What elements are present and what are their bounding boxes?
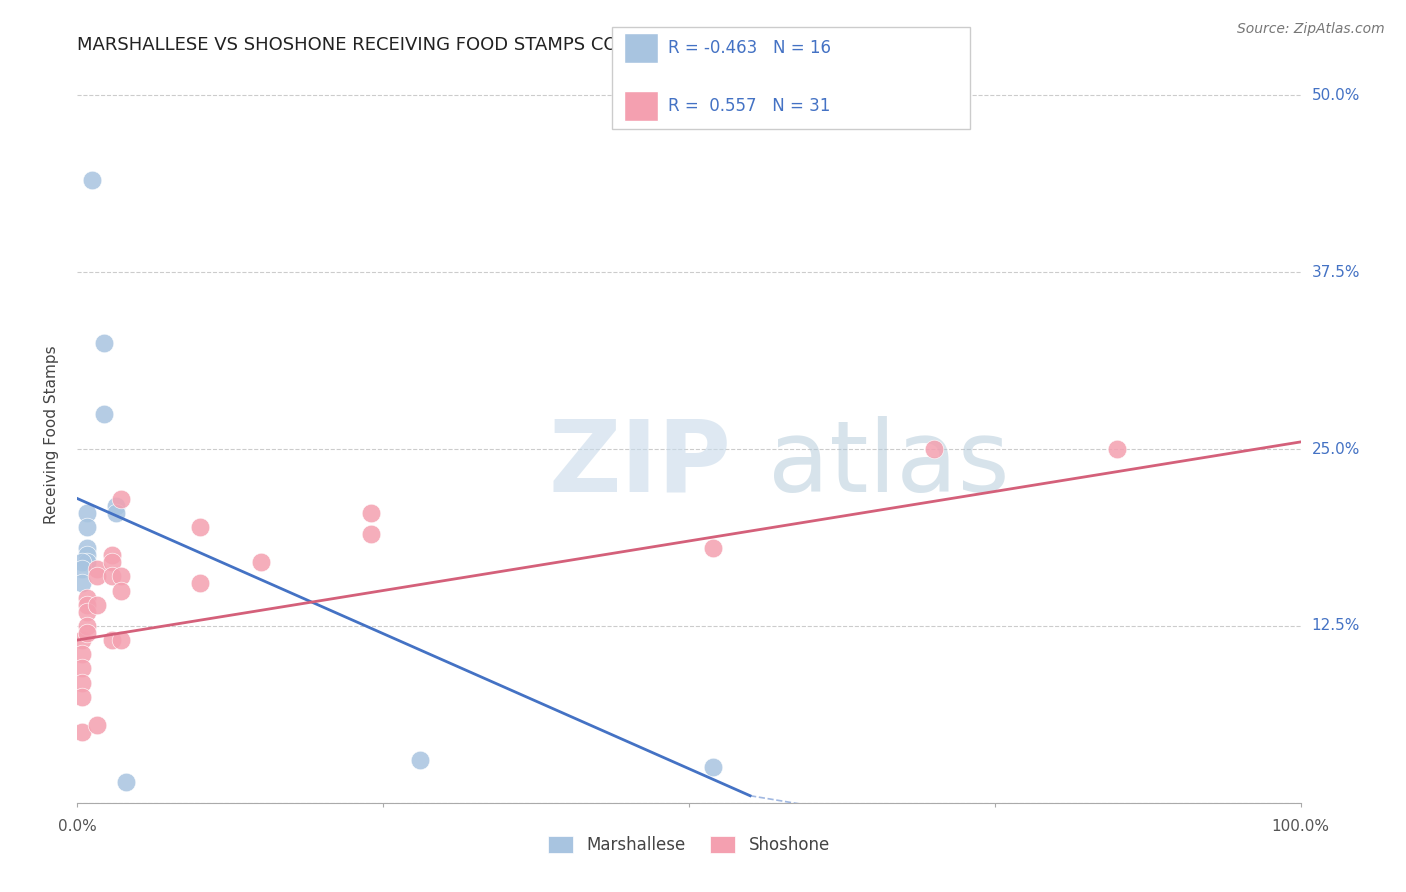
Point (86, 562, 108, 576)
Point (409, 753, 432, 767)
Point (70, 675, 93, 690)
Point (105, 499, 128, 513)
Point (922, 442, 945, 456)
Point (110, 583, 132, 598)
Point (93, 335, 115, 350)
Point (100, 555, 122, 569)
Text: R = -0.463   N = 16: R = -0.463 N = 16 (668, 39, 831, 57)
Point (76, 548, 98, 562)
Point (702, 541, 724, 555)
Text: 100.0%: 100.0% (1271, 819, 1330, 834)
Point (70, 555, 93, 569)
Point (110, 633, 132, 648)
Point (250, 555, 273, 569)
Text: 12.5%: 12.5% (1312, 618, 1360, 633)
Text: MARSHALLESE VS SHOSHONE RECEIVING FOOD STAMPS CORRELATION CHART: MARSHALLESE VS SHOSHONE RECEIVING FOOD S… (77, 37, 786, 54)
Point (76, 520, 98, 534)
Text: R =  0.557   N = 31: R = 0.557 N = 31 (668, 97, 830, 115)
Text: 37.5%: 37.5% (1312, 265, 1360, 279)
Point (100, 548, 122, 562)
Point (115, 774, 138, 789)
Point (360, 527, 382, 541)
Point (70, 725, 93, 739)
Point (76, 626, 98, 640)
Point (360, 506, 382, 520)
Point (76, 555, 98, 569)
Point (86, 569, 108, 583)
Point (76, 605, 98, 619)
Point (110, 569, 132, 583)
Text: 25.0%: 25.0% (1312, 442, 1360, 457)
Point (702, 760, 724, 774)
Point (70, 633, 93, 648)
Point (76, 598, 98, 612)
Point (188, 576, 211, 591)
Point (1107, 442, 1129, 456)
Point (188, 520, 211, 534)
Point (70, 661, 93, 675)
Point (86, 718, 108, 732)
Point (100, 569, 122, 583)
Text: 50.0%: 50.0% (1312, 87, 1360, 103)
Legend: Marshallese, Shoshone: Marshallese, Shoshone (541, 830, 837, 861)
Point (70, 647, 93, 661)
Text: Source: ZipAtlas.com: Source: ZipAtlas.com (1237, 22, 1385, 37)
Point (76, 506, 98, 520)
Point (100, 633, 122, 648)
Point (86, 598, 108, 612)
Point (93, 407, 115, 421)
Text: 0.0%: 0.0% (58, 819, 97, 834)
Point (76, 541, 98, 555)
Point (70, 690, 93, 704)
Point (110, 491, 132, 506)
Point (76, 619, 98, 633)
Y-axis label: Receiving Food Stamps: Receiving Food Stamps (44, 345, 59, 524)
Point (70, 562, 93, 576)
Point (70, 576, 93, 591)
Point (80, 173, 103, 187)
Point (76, 591, 98, 605)
Text: atlas: atlas (769, 416, 1010, 513)
Text: ZIP: ZIP (548, 416, 731, 513)
Point (105, 506, 128, 520)
